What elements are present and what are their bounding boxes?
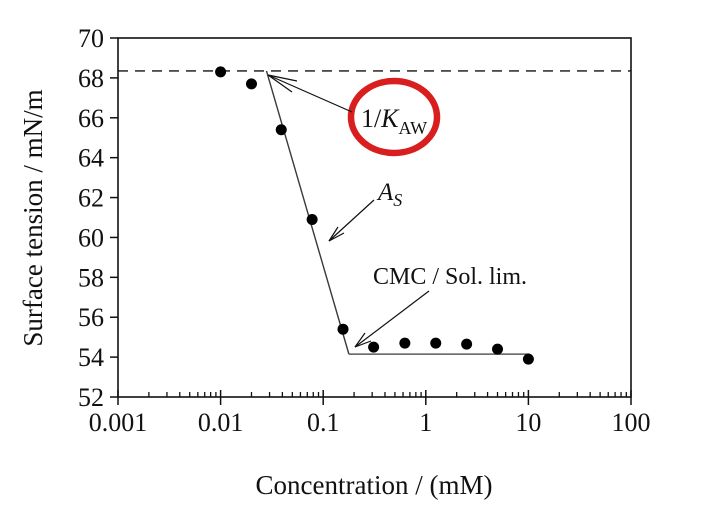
data-point [430,337,442,349]
as-arrow [328,199,375,242]
data-point [337,323,349,335]
x-axis-title: Concentration / (mM) [256,470,493,500]
x-tick-label: 0.001 [89,408,148,437]
y-tick-label: 66 [78,104,104,133]
cmc-arrow-barb [354,332,366,348]
y-axis-title: Surface tension / mN/m [18,89,48,346]
cmc-label: CMC / Sol. lim. [373,264,527,290]
kaw-red-ellipse [347,77,441,157]
cmc-arrow [354,290,430,348]
y-tick-label: 62 [78,184,104,213]
y-tick-label: 56 [78,303,104,332]
kaw-arrow-barb [267,74,293,93]
y-tick-label: 70 [78,24,104,53]
x-tick-label: 10 [515,408,541,437]
data-point [275,124,287,136]
as-label: AS [376,179,402,210]
plot-frame [117,37,632,398]
data-point [461,338,473,350]
data-point [306,213,318,225]
as-arrow-barb [328,232,345,242]
data-point [492,343,504,355]
y-tick-label: 68 [78,64,104,93]
kaw-arrow-barb [267,74,298,82]
x-tick-label: 1 [419,408,432,437]
data-point [215,66,227,78]
data-point [522,353,534,365]
y-tick-label: 64 [78,144,104,173]
kaw-label: 1/KAW [361,104,427,138]
cmc-arrow-barb [354,340,372,348]
y-tick-label: 60 [78,223,104,252]
y-tick-label: 54 [78,343,104,372]
y-tick-label: 52 [78,383,104,412]
data-point [245,78,257,90]
y-tick-label: 58 [78,263,104,292]
x-tick-label: 0.01 [198,408,244,437]
data-point [368,341,380,353]
kaw-arrow [267,74,353,113]
x-tick-label: 0.1 [307,408,340,437]
as-arrow-barb [328,226,339,242]
slope-fit-line [265,70,350,355]
data-point [399,337,411,349]
x-tick-label: 100 [612,408,651,437]
